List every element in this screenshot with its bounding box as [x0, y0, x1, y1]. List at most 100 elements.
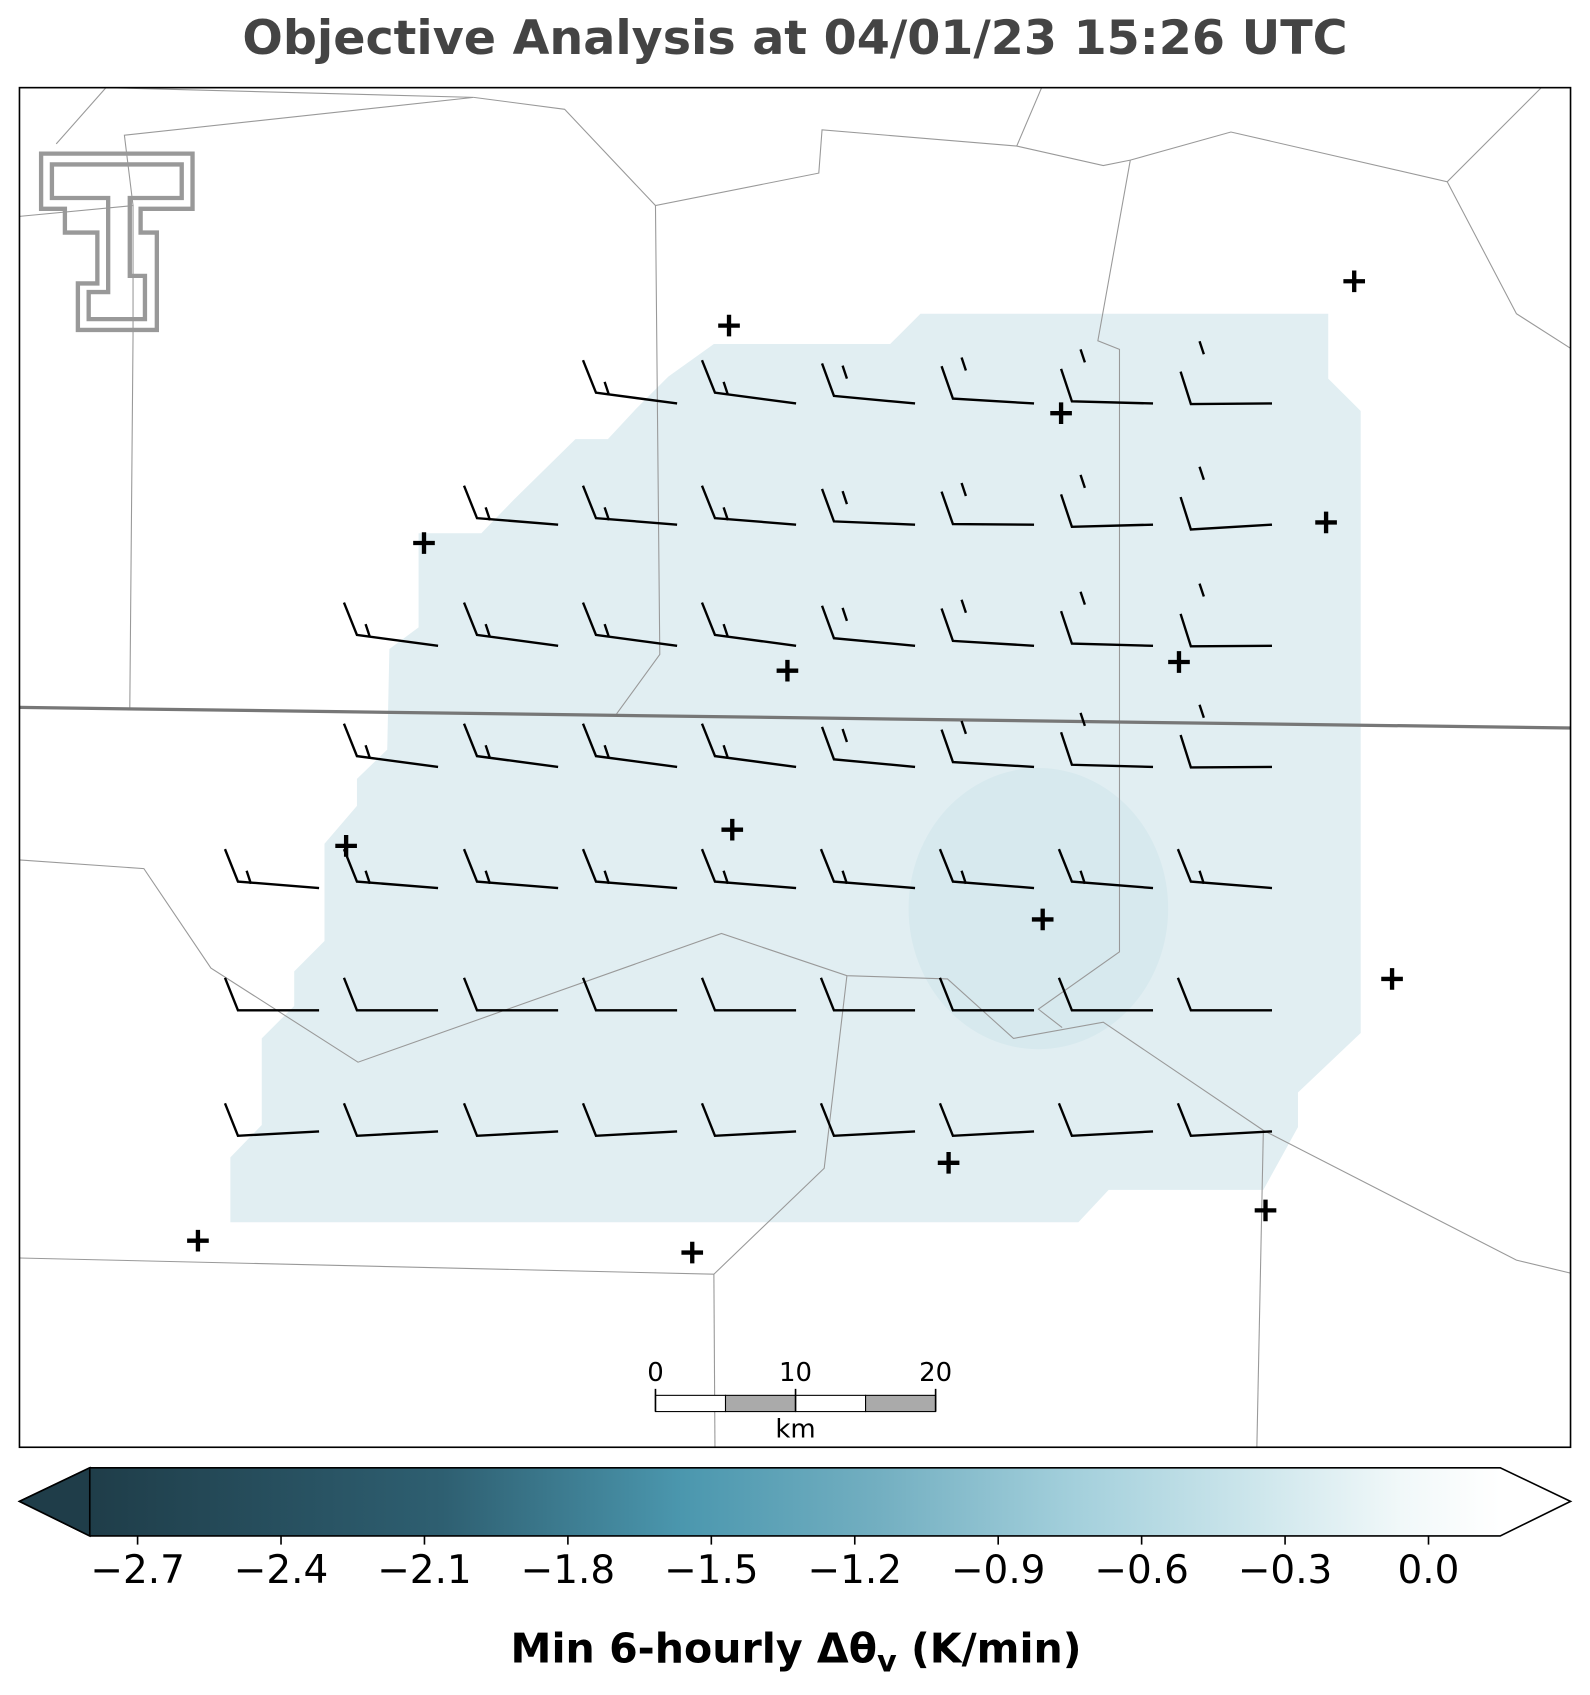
wind-barb: [1179, 734, 1273, 769]
wind-barb: [342, 1102, 439, 1137]
wind-barb-tick: [722, 744, 730, 759]
colorbar-label-main: Min 6-hourly Δθ: [511, 1625, 877, 1673]
colorbar-tick-label: −2.7: [90, 1548, 185, 1593]
wind-barb-tick: [364, 870, 372, 885]
wind-barb-tick: [960, 870, 968, 885]
wind-barb: [1059, 493, 1154, 529]
wind-barb: [820, 726, 916, 769]
wind-barb-tick: [603, 623, 611, 638]
wind-barb-tick: [245, 870, 253, 885]
station-marker: [335, 835, 357, 857]
wind-barbs: [223, 340, 1273, 1137]
wind-barb-tick: [1198, 704, 1205, 719]
colorbar-tick-label: −0.6: [1094, 1548, 1189, 1593]
wind-barb: [1176, 848, 1273, 890]
wind-barb: [581, 977, 678, 1012]
scale-bar-label: 10: [779, 1358, 812, 1388]
colorbar-extend-min: [17, 1466, 91, 1538]
wind-barb-tick: [1198, 466, 1205, 481]
station-marker: [1381, 968, 1403, 990]
wind-barb-tick: [841, 365, 849, 379]
scale-bar-segment: [795, 1394, 867, 1413]
station-marker: [1343, 270, 1366, 293]
scale-bar-segment: [654, 1394, 727, 1413]
scale-bar-label: 0: [647, 1358, 664, 1388]
colorbar-label-subscript: v: [877, 1644, 897, 1679]
wind-barb-tick: [364, 744, 372, 759]
wind-barb: [700, 359, 797, 405]
scale-bar: 0 10 20 km: [647, 1358, 952, 1444]
wind-barb-tick: [484, 744, 492, 759]
wind-barb-tick: [841, 490, 849, 505]
wind-barb: [938, 1102, 1035, 1137]
wind-barb: [940, 491, 1035, 526]
wind-barb-tick: [603, 870, 611, 885]
wind-barb: [342, 602, 439, 647]
station-marker: [718, 314, 740, 337]
colorbar-label-space: [897, 1625, 911, 1673]
wind-barb: [581, 1102, 678, 1137]
wind-barb-tick: [484, 623, 492, 638]
wind-barb-tick: [960, 357, 968, 371]
wind-barb-tick: [960, 482, 968, 497]
station-marker: [1031, 908, 1054, 931]
wind-barb: [223, 977, 320, 1012]
wind-barb-tick: [1079, 474, 1087, 489]
wind-barb: [1179, 613, 1273, 648]
field-minimum: [908, 768, 1169, 1050]
colorbar-tick-label: −2.1: [377, 1548, 472, 1593]
wind-barb-tick: [1079, 349, 1087, 363]
wind-barb-tick: [364, 623, 372, 638]
wind-barb: [1176, 1102, 1273, 1137]
state-border: [19, 705, 1571, 730]
wind-barb: [581, 602, 678, 647]
station-marker: [1315, 511, 1337, 534]
colorbar-tick-label: −0.9: [951, 1548, 1046, 1593]
wind-barb: [342, 977, 439, 1012]
wind-barb-tick: [841, 728, 849, 743]
logo: [38, 151, 195, 333]
wind-barb-tick: [722, 506, 730, 521]
wind-barb: [1179, 496, 1273, 531]
wind-barb: [1057, 977, 1154, 1012]
station-marker: [937, 1151, 960, 1174]
wind-barb-tick: [960, 599, 968, 614]
wind-barb-tick: [1198, 340, 1205, 355]
wind-barb: [940, 365, 1035, 405]
wind-barb: [223, 1102, 320, 1137]
colorbar-tick-label: 0.0: [1398, 1548, 1460, 1593]
station-marker: [1254, 1199, 1277, 1222]
wind-barb-tick: [603, 506, 611, 521]
scale-bar-segment: [724, 1394, 797, 1413]
wind-barb: [581, 359, 678, 405]
wind-barb: [819, 848, 916, 890]
wind-barb: [342, 848, 439, 890]
map-frame: [18, 86, 1572, 1449]
wind-barb-tick: [603, 381, 611, 396]
scale-bar-segment: [865, 1394, 937, 1413]
wind-barb: [1057, 1102, 1154, 1137]
wind-barb: [342, 723, 439, 769]
wind-barb: [1059, 368, 1154, 405]
wind-barb: [819, 977, 916, 1012]
wind-barb-tick: [722, 623, 730, 638]
colorbar-tick-label: −1.8: [521, 1548, 616, 1593]
colorbar-tick-label: −1.5: [664, 1548, 759, 1593]
wind-barb: [462, 485, 559, 526]
wind-barb: [819, 1102, 916, 1137]
wind-barb-tick: [841, 607, 849, 622]
colorbar-tick-label: −1.2: [808, 1548, 903, 1593]
colorbar-label: Min 6-hourly Δθv (K/min): [511, 1625, 1082, 1679]
station-marker: [413, 532, 435, 554]
wind-barb: [700, 485, 797, 526]
wind-barb: [581, 848, 678, 890]
station-marker: [721, 818, 744, 841]
scale-bar-unit: km: [775, 1414, 815, 1444]
wind-barb: [700, 602, 797, 647]
wind-barb: [223, 848, 320, 890]
wind-barb-tick: [1079, 591, 1087, 606]
wind-barb: [581, 485, 678, 526]
wind-barb-tick: [722, 381, 730, 396]
wind-barb-tick: [722, 870, 730, 885]
